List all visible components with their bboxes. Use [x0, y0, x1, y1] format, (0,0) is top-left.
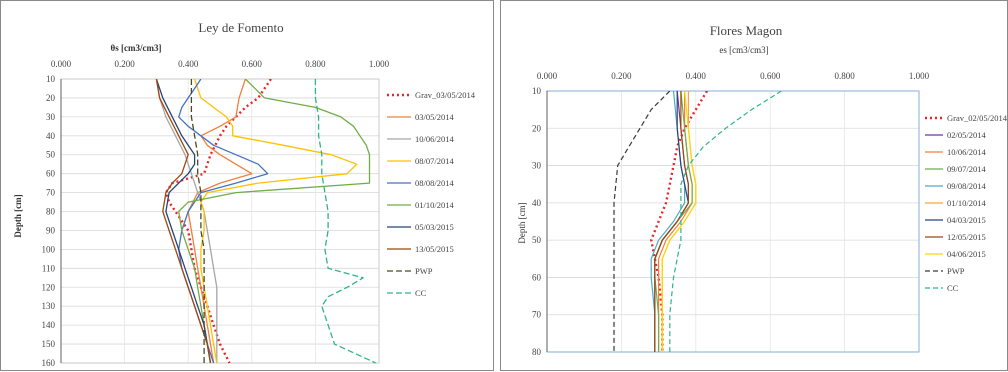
y-tick-label: 60 — [532, 272, 542, 282]
chart-flores-magon: Flores Magon es [cm3/cm3] Depth [cm] 0.0… — [517, 23, 1008, 357]
legend-label: 12/05/2015 — [947, 232, 986, 242]
y-tick-label: 10 — [532, 86, 542, 96]
series-line — [654, 91, 689, 352]
x-tick-label: 0.200 — [114, 59, 135, 69]
x-tick-label: 0.000 — [51, 59, 72, 69]
plot-area — [546, 90, 920, 353]
series-group — [613, 91, 782, 352]
y-tick-label: 160 — [42, 358, 56, 368]
series-line — [669, 91, 782, 352]
series-line — [155, 79, 218, 363]
legend-label: 01/10/2014 — [947, 198, 986, 208]
y-tick-label: 20 — [532, 123, 542, 133]
x-tick-label: 0.600 — [760, 71, 781, 81]
series-line — [178, 79, 269, 364]
chart-title: Flores Magon — [710, 23, 783, 38]
legend-label: 05/03/2015 — [415, 222, 454, 232]
series-line — [314, 79, 377, 364]
legend-label: 02/05/2014 — [947, 130, 986, 140]
x-tick-label: 1.000 — [369, 59, 390, 69]
chart-panel-flores-magon: Flores Magon es [cm3/cm3] Depth [cm] 0.0… — [500, 0, 1008, 371]
series-line — [155, 79, 212, 364]
y-tick-label: 140 — [42, 320, 56, 330]
y-tick-label: 80 — [532, 347, 542, 357]
chart-title: Ley de Fomento — [198, 20, 283, 35]
series-line — [650, 91, 686, 352]
legend-label: 04/06/2015 — [947, 249, 986, 259]
y-tick-label: 30 — [532, 161, 542, 171]
legend-label: 09/08/2014 — [947, 181, 986, 191]
legend-label: 04/03/2015 — [947, 215, 986, 225]
chart-panel-ley-de-fomento: Ley de Fomento θs [cm3/cm3] Depth [cm] 0… — [0, 0, 494, 371]
x-tick-label: 0.600 — [242, 59, 263, 69]
y-tick-label: 50 — [532, 235, 542, 245]
y-tick-label: 130 — [42, 301, 56, 311]
legend-label: 10/06/2014 — [947, 147, 986, 157]
legend-label: PWP — [415, 266, 433, 276]
y-axis-label: Depth [cm] — [13, 194, 23, 237]
y-tick-label: 150 — [42, 339, 56, 349]
legend-label: 08/07/2014 — [415, 156, 454, 166]
legend-label: 01/10/2014 — [415, 200, 454, 210]
series-group — [155, 79, 377, 364]
y-tick-label: 110 — [42, 263, 56, 273]
series-line — [661, 91, 697, 352]
legend-label: 13/05/2015 — [415, 244, 454, 254]
y-tick-label: 50 — [46, 150, 56, 160]
legend-label: 10/06/2014 — [415, 134, 454, 144]
y-tick-label: 80 — [46, 207, 56, 217]
series-line — [155, 79, 212, 364]
legend-label: 09/07/2014 — [947, 164, 986, 174]
legend-label: 03/05/2014 — [415, 112, 454, 122]
x-tick-label: 0.200 — [611, 71, 632, 81]
series-line — [193, 79, 358, 364]
y-axis-label: Depth [cm] — [517, 202, 527, 243]
y-tick-label: 120 — [42, 282, 56, 292]
series-line — [613, 91, 671, 352]
x-axis-label: es [cm3/cm3] — [719, 45, 768, 55]
y-tick-label: 10 — [46, 74, 56, 84]
series-line — [187, 79, 253, 364]
series-line — [178, 79, 371, 364]
y-tick-label: 60 — [46, 169, 56, 179]
x-tick-label: 0.000 — [537, 71, 558, 81]
y-tick-label: 30 — [46, 112, 56, 122]
series-line — [164, 79, 272, 364]
chart-ley-de-fomento: Ley de Fomento θs [cm3/cm3] Depth [cm] 0… — [13, 20, 476, 368]
y-tick-label: 40 — [532, 198, 542, 208]
x-axis-label: θs [cm3/cm3] — [111, 43, 162, 53]
series-line — [658, 91, 693, 352]
legend-label: PWP — [947, 266, 965, 276]
plot-area — [60, 78, 380, 364]
y-tick-label: 70 — [46, 188, 56, 198]
legend-label: Grav_02/05/2014 — [947, 113, 1008, 123]
y-tick-label: 20 — [46, 93, 56, 103]
x-tick-label: 0.800 — [305, 59, 326, 69]
y-tick-label: 40 — [46, 131, 56, 141]
x-tick-label: 0.800 — [834, 71, 855, 81]
y-tick-label: 90 — [46, 225, 56, 235]
legend-label: CC — [947, 283, 959, 293]
x-tick-label: 0.400 — [686, 71, 707, 81]
y-tick-label: 70 — [532, 310, 542, 320]
x-tick-label: 1.000 — [909, 71, 930, 81]
series-line — [649, 91, 709, 352]
legend-label: CC — [415, 288, 427, 298]
y-tick-label: 100 — [42, 244, 56, 254]
legend-label: 08/08/2014 — [415, 178, 454, 188]
legend-label: Grav_03/05/2014 — [415, 90, 476, 100]
series-line — [661, 91, 697, 352]
series-line — [190, 79, 205, 363]
x-tick-label: 0.400 — [178, 59, 199, 69]
